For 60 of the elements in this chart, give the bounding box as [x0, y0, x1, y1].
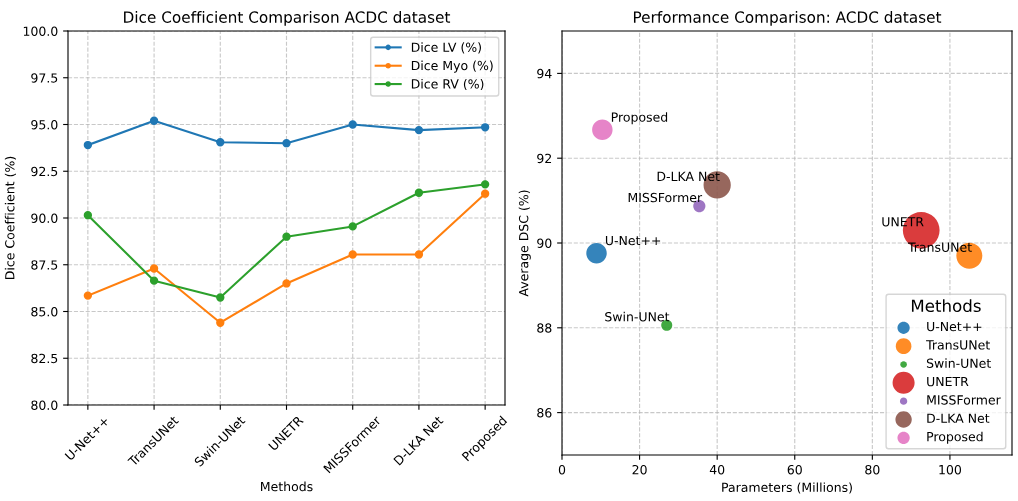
point [282, 139, 291, 148]
legend-label: TransUNet [926, 340, 990, 350]
y-tick-label: 94 [537, 68, 552, 79]
x-tick-label: 80 [865, 464, 880, 475]
point [149, 276, 159, 285]
point [216, 318, 225, 327]
y-tick-label: 100.0 [23, 26, 58, 36]
y-tick-label: 85.0 [31, 306, 58, 317]
point [348, 250, 357, 259]
point [216, 138, 225, 147]
x-tick-label: 40 [709, 464, 725, 475]
y-tick-label: 90 [537, 238, 552, 248]
y-axis-title: Dice Coefficient (%) [4, 156, 16, 279]
x-tick-label: 60 [787, 464, 802, 475]
point [149, 116, 159, 125]
x-tick-label: 100 [939, 464, 962, 475]
point [216, 293, 225, 302]
y-tick-label: 97.5 [31, 73, 58, 83]
legend-label: Dice LV (%) [411, 42, 481, 54]
y-tick-label: 82.5 [31, 353, 58, 364]
point [149, 264, 159, 273]
point [414, 188, 424, 197]
point [83, 140, 93, 150]
x-tick-label: 20 [632, 464, 647, 475]
point [480, 123, 490, 132]
legend-label: UNETR [927, 376, 969, 387]
legend-title: Methods [911, 299, 981, 313]
annotation: Proposed [611, 112, 668, 125]
annotation: Swin-UNet [605, 311, 670, 322]
point [83, 211, 93, 220]
point [480, 189, 490, 198]
y-tick-label: 95.0 [31, 119, 58, 130]
point [282, 279, 291, 288]
legend-label: U-Net++ [927, 321, 982, 332]
annotation: U-Net++ [605, 235, 661, 246]
y-tick-label: 86 [537, 408, 552, 418]
legend-label: Dice Myo (%) [411, 60, 493, 73]
chart-title: Performance Comparison: ACDC dataset [633, 11, 942, 26]
y-tick-label: 92.5 [31, 166, 58, 177]
x-axis-title: Methods [261, 481, 313, 492]
y-tick-label: 80.0 [31, 400, 58, 410]
chart-title: Dice Coefficient Comparison ACDC dataset [124, 11, 451, 26]
point [414, 125, 424, 135]
y-axis-title: Average DSC (%) [518, 190, 531, 297]
point [282, 232, 291, 241]
annotation: MISSFormer [628, 192, 703, 203]
legend-label: Dice RV (%) [411, 78, 484, 91]
x-axis-title: Parameters (Millions) [722, 482, 852, 494]
point [480, 180, 490, 189]
point [414, 250, 424, 259]
y-tick-label: 90.0 [31, 213, 58, 223]
legend-label: Swin-UNet [926, 358, 991, 368]
y-tick-label: 92 [537, 153, 552, 164]
y-tick-label: 87.5 [31, 260, 58, 270]
point [348, 120, 357, 129]
point [348, 222, 357, 231]
legend-label: MISSFormer [927, 395, 1001, 405]
x-tick-label: 0 [558, 464, 566, 475]
point [83, 291, 93, 300]
y-tick-label: 88 [537, 323, 552, 333]
